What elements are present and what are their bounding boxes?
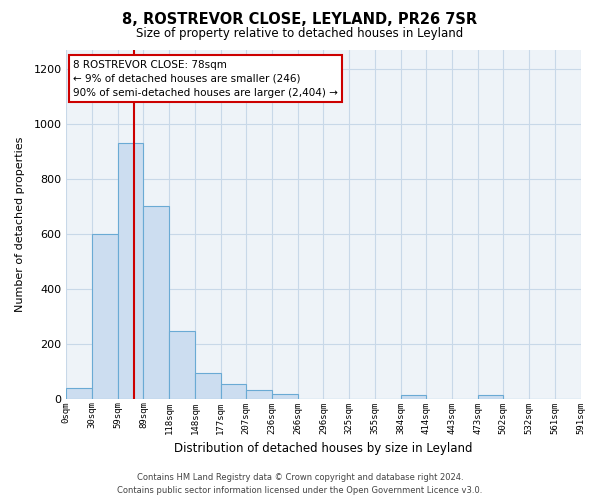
Bar — [221, 384, 246, 398]
Bar — [143, 206, 169, 398]
Text: Size of property relative to detached houses in Leyland: Size of property relative to detached ho… — [136, 28, 464, 40]
Bar — [478, 396, 503, 398]
Bar — [195, 372, 221, 398]
Text: 8 ROSTREVOR CLOSE: 78sqm
← 9% of detached houses are smaller (246)
90% of semi-d: 8 ROSTREVOR CLOSE: 78sqm ← 9% of detache… — [73, 60, 338, 98]
Bar — [272, 394, 298, 398]
Bar — [118, 144, 143, 398]
X-axis label: Distribution of detached houses by size in Leyland: Distribution of detached houses by size … — [174, 442, 473, 455]
Y-axis label: Number of detached properties: Number of detached properties — [15, 136, 25, 312]
Bar — [401, 396, 426, 398]
Bar — [92, 234, 118, 398]
Bar — [246, 390, 272, 398]
Text: 8, ROSTREVOR CLOSE, LEYLAND, PR26 7SR: 8, ROSTREVOR CLOSE, LEYLAND, PR26 7SR — [122, 12, 478, 28]
Text: Contains HM Land Registry data © Crown copyright and database right 2024.
Contai: Contains HM Land Registry data © Crown c… — [118, 474, 482, 495]
Bar — [169, 330, 195, 398]
Bar — [67, 388, 92, 398]
